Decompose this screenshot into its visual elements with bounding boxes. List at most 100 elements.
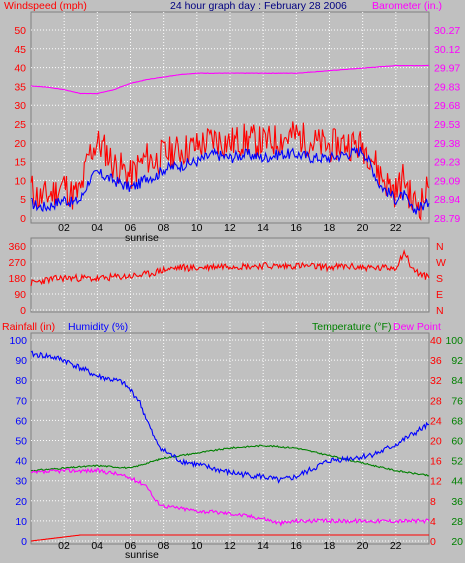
barometer-tick: 29.38 xyxy=(434,138,460,150)
dewpoint-line xyxy=(30,467,430,527)
barometer-tick: 29.83 xyxy=(434,81,460,93)
x-tick-top-10: 10 xyxy=(191,222,203,234)
barometer-tick: 28.94 xyxy=(434,194,460,206)
windspeed-tick: 40 xyxy=(14,63,26,75)
temperature-line xyxy=(30,444,430,477)
humidity-tick: 60 xyxy=(15,415,27,427)
wind-direction-line xyxy=(30,249,430,287)
windspeed-tick: 5 xyxy=(20,194,26,206)
compass-tick: N xyxy=(436,305,444,317)
rainfall-line xyxy=(30,534,429,542)
temperature-tick-f: 60 xyxy=(451,436,463,448)
rainfall-axis-label: Rainfall (in) xyxy=(2,321,55,333)
temperature-tick-c: 36 xyxy=(430,355,442,367)
temperature-tick-c: 12 xyxy=(430,476,442,488)
x-tick-bottom-20: 20 xyxy=(357,540,369,552)
compass-tick: E xyxy=(436,289,443,301)
temperature-tick-f: 76 xyxy=(451,395,463,407)
temperature-tick-c: 20 xyxy=(430,436,442,448)
barometer-axis-label: Barometer (in.) xyxy=(372,0,442,12)
temperature-axis-label: Temperature (°F) xyxy=(312,321,391,333)
windspeed-tick: 50 xyxy=(14,25,26,37)
x-tick-bottom-08: 08 xyxy=(158,540,170,552)
humidity-tick: 70 xyxy=(15,395,27,407)
temperature-tick-c: 0 xyxy=(430,536,436,548)
temperature-tick-f: 36 xyxy=(451,496,463,508)
temperature-tick-f: 100 xyxy=(445,335,463,347)
temperature-tick-f: 52 xyxy=(451,456,463,468)
humidity-tick: 80 xyxy=(15,375,27,387)
x-tick-top-08: 08 xyxy=(158,222,170,234)
humidity-axis-label: Humidity (%) xyxy=(68,321,128,333)
windspeed-tick: 15 xyxy=(14,157,26,169)
windspeed-tick: 30 xyxy=(14,100,26,112)
windspeed-average-line xyxy=(30,146,430,215)
humidity-tick: 10 xyxy=(15,516,27,528)
direction-tick: 0 xyxy=(20,305,26,317)
compass-tick: W xyxy=(436,257,446,269)
temperature-tick-f: 44 xyxy=(451,476,463,488)
direction-tick: 180 xyxy=(8,273,26,285)
humidity-tick: 0 xyxy=(21,536,27,548)
temperature-tick-c: 28 xyxy=(430,395,442,407)
x-tick-bottom-14: 14 xyxy=(257,540,269,552)
sunrise-label-bottom: sunrise xyxy=(125,549,159,561)
x-tick-top-22: 22 xyxy=(390,222,402,234)
temperature-tick-f: 92 xyxy=(451,355,463,367)
temperature-tick-f: 28 xyxy=(451,516,463,528)
barometer-tick: 29.97 xyxy=(434,63,460,75)
temperature-tick-c: 32 xyxy=(430,375,442,387)
x-tick-bottom-16: 16 xyxy=(290,540,302,552)
temperature-tick-f: 84 xyxy=(451,375,463,387)
x-tick-top-02: 02 xyxy=(58,222,70,234)
windspeed-tick: 25 xyxy=(14,119,26,131)
x-tick-bottom-06: 06 xyxy=(125,540,137,552)
windspeed-tick: 10 xyxy=(14,175,26,187)
temperature-tick-f: 68 xyxy=(451,415,463,427)
humidity-tick: 90 xyxy=(15,355,27,367)
barometer-tick: 30.12 xyxy=(434,44,460,56)
sunrise-label-top: sunrise xyxy=(125,232,159,244)
x-tick-top-16: 16 xyxy=(290,222,302,234)
chart-title: 24 hour graph day : February 28 2006 xyxy=(170,0,347,12)
humidity-tick: 20 xyxy=(15,496,27,508)
x-tick-bottom-12: 12 xyxy=(224,540,236,552)
direction-tick: 270 xyxy=(8,257,26,269)
compass-tick: N xyxy=(436,241,444,253)
x-tick-top-04: 04 xyxy=(91,222,103,234)
x-tick-top-20: 20 xyxy=(357,222,369,234)
compass-tick: S xyxy=(436,273,443,285)
temperature-tick-c: 8 xyxy=(430,496,436,508)
humidity-tick: 30 xyxy=(15,476,27,488)
barometer-tick: 30.27 xyxy=(434,25,460,37)
barometer-tick: 28.79 xyxy=(434,213,460,225)
x-tick-top-18: 18 xyxy=(324,222,336,234)
humidity-tick: 100 xyxy=(9,335,27,347)
x-tick-top-12: 12 xyxy=(224,222,236,234)
direction-tick: 360 xyxy=(8,241,26,253)
windspeed-gust-line xyxy=(30,121,430,221)
barometer-tick: 29.09 xyxy=(434,175,460,187)
barometer-tick: 29.68 xyxy=(434,100,460,112)
x-tick-bottom-22: 22 xyxy=(390,540,402,552)
x-tick-bottom-10: 10 xyxy=(191,540,203,552)
x-tick-bottom-18: 18 xyxy=(324,540,336,552)
temperature-tick-c: 16 xyxy=(430,456,442,468)
temperature-tick-c: 24 xyxy=(430,415,442,427)
windspeed-tick: 0 xyxy=(20,213,26,225)
barometer-tick: 29.23 xyxy=(434,157,460,169)
temperature-tick-c: 40 xyxy=(430,335,442,347)
temperature-tick-f: 20 xyxy=(451,536,463,548)
humidity-tick: 40 xyxy=(15,456,27,468)
humidity-line xyxy=(30,350,430,484)
x-tick-bottom-04: 04 xyxy=(91,540,103,552)
dewpoint-axis-label: Dew Point xyxy=(393,321,441,333)
barometer-tick: 29.53 xyxy=(434,119,460,131)
x-tick-bottom-02: 02 xyxy=(58,540,70,552)
temperature-tick-c: 4 xyxy=(430,516,436,528)
windspeed-tick: 45 xyxy=(14,44,26,56)
barometer-line xyxy=(30,64,430,95)
x-tick-top-14: 14 xyxy=(257,222,269,234)
humidity-tick: 50 xyxy=(15,436,27,448)
